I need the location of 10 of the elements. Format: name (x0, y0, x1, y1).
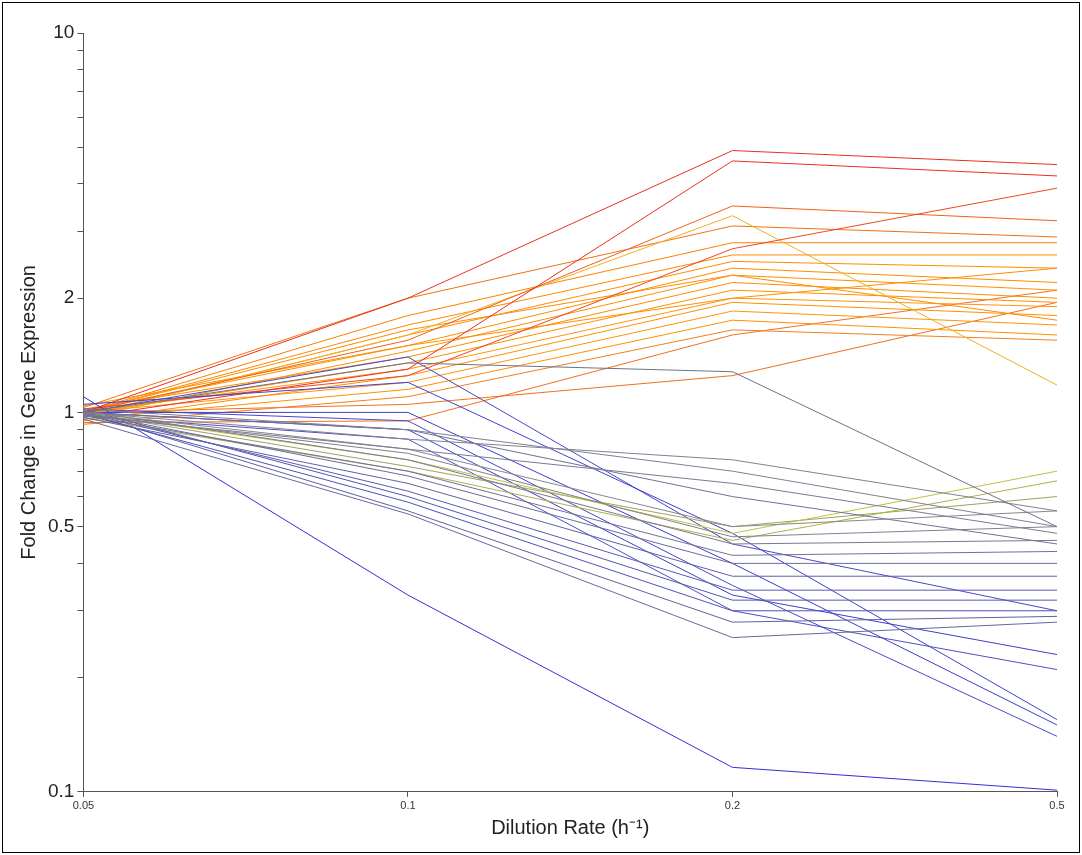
x-tick-label: 0.5 (1049, 799, 1065, 812)
y-tick-label: 10 (53, 21, 75, 43)
x-tick-label: 0.2 (724, 799, 741, 812)
y-tick-label: 2 (63, 286, 75, 308)
x-axis-title: Dilution Rate (h⁻¹) (491, 815, 650, 838)
y-axis-title: Fold Change in Gene Expression (16, 265, 39, 560)
y-tick-label: 1 (63, 400, 75, 422)
x-tick-label: 0.05 (72, 799, 95, 812)
x-tick-label: 0.1 (400, 799, 416, 812)
y-tick-label: 0.5 (47, 514, 75, 536)
